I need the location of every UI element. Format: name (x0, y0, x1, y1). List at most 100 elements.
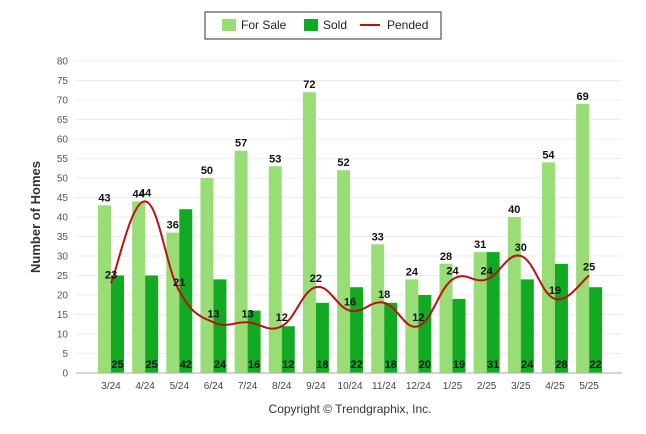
data-label-sold: 25 (111, 359, 123, 371)
bar-for-sale (234, 150, 248, 373)
bar-sold (111, 275, 124, 373)
copyright: Copyright © Trendgraphix, Inc. (269, 402, 432, 416)
data-label-pended: 30 (515, 242, 527, 254)
x-tick-label: 4/24 (135, 381, 155, 392)
data-label-pended: 24 (446, 265, 459, 277)
bar-sold (452, 298, 466, 373)
y-tick-label: 80 (57, 57, 69, 68)
data-label-sold: 31 (487, 359, 499, 371)
data-label-for-sale: 33 (372, 231, 384, 243)
data-label-sold: 22 (350, 359, 362, 371)
x-tick-label: 4/25 (545, 381, 565, 392)
bar-for-sale (302, 92, 316, 373)
y-axis-label: Number of Homes (28, 161, 43, 273)
data-label-pended: 12 (412, 312, 424, 324)
bar-sold (213, 279, 227, 373)
data-label-for-sale: 52 (337, 157, 349, 169)
data-label-sold: 24 (521, 359, 534, 371)
bar-sold (281, 326, 295, 373)
bar-sold (486, 252, 500, 373)
data-label-sold: 25 (146, 359, 158, 371)
data-label-for-sale: 44 (133, 188, 146, 200)
y-tick-label: 30 (57, 252, 69, 263)
data-label-pended: 18 (378, 289, 390, 301)
data-label-pended: 44 (139, 187, 152, 199)
bar-for-sale (132, 201, 146, 373)
bar-for-sale (541, 162, 555, 373)
data-label-sold: 28 (555, 359, 567, 371)
legend-label-pended: Pended (387, 18, 428, 32)
data-label-for-sale: 72 (303, 79, 315, 91)
data-label-pended: 13 (241, 308, 253, 320)
y-tick-label: 65 (57, 115, 69, 126)
x-tick-label: 8/24 (272, 381, 292, 392)
bar-sold (145, 275, 159, 373)
y-tick-label: 60 (57, 135, 69, 146)
data-label-sold: 22 (589, 359, 601, 371)
bars (98, 92, 603, 374)
data-label-for-sale: 43 (98, 192, 110, 204)
bar-for-sale (166, 232, 180, 373)
x-tick-label: 5/25 (579, 381, 599, 392)
bar-sold (315, 302, 329, 373)
y-tick-label: 45 (57, 193, 69, 204)
bar-for-sale (268, 166, 282, 373)
data-label-for-sale: 31 (474, 239, 486, 251)
x-tick-label: 3/25 (511, 381, 531, 392)
bar-sold (520, 279, 534, 373)
bar-for-sale (371, 244, 385, 373)
bar-for-sale (473, 252, 487, 373)
y-tick-label: 5 (62, 349, 68, 360)
data-label-sold: 42 (180, 359, 192, 371)
data-label-sold: 19 (453, 359, 465, 371)
y-tick-label: 70 (57, 96, 69, 107)
data-label-for-sale: 36 (167, 220, 179, 232)
bar-sold (247, 310, 261, 373)
data-label-pended: 24 (481, 265, 494, 277)
data-label-for-sale: 54 (542, 149, 555, 161)
data-label-sold: 16 (248, 359, 260, 371)
y-axis-ticks: 0 5 10 15 20 25 30 35 40 45 50 55 60 65 70 75 80 (57, 57, 69, 380)
data-label-sold: 12 (282, 359, 294, 371)
bar-for-sale (337, 170, 351, 373)
bar-sold (554, 263, 568, 373)
legend-swatch-sold (304, 19, 318, 31)
x-tick-label: 12/24 (406, 381, 431, 392)
bar-for-sale (507, 217, 521, 373)
x-tick-label: 3/24 (101, 381, 121, 392)
data-label-sold: 18 (316, 359, 328, 371)
y-tick-label: 20 (57, 291, 69, 302)
y-tick-label: 50 (57, 174, 69, 185)
data-label-sold: 18 (385, 359, 397, 371)
data-label-pended: 21 (173, 277, 185, 289)
data-labels: 43 25 44 25 36 42 50 24 57 16 53 12 72 18 52 22 33 18 24 20… (98, 79, 601, 371)
bar-sold (418, 295, 432, 373)
x-tick-label: 9/24 (306, 381, 326, 392)
bar-for-sale (200, 178, 214, 373)
data-label-for-sale: 40 (508, 204, 520, 216)
data-label-pended: 19 (549, 285, 561, 297)
bar-sold (179, 209, 193, 373)
data-label-for-sale: 69 (576, 91, 588, 103)
x-axis-ticks: 3/24 4/24 5/24 6/24 7/24 8/24 9/24 10/24 11/24 12… (101, 381, 599, 392)
data-label-for-sale: 24 (406, 266, 419, 278)
data-label-pended: 12 (276, 312, 288, 324)
y-tick-label: 25 (57, 271, 69, 282)
data-label-pended: 16 (344, 297, 356, 309)
legend-label-for-sale: For Sale (241, 18, 287, 32)
legend-label-sold: Sold (323, 18, 347, 32)
data-label-sold: 20 (419, 359, 431, 371)
data-label-pended: 23 (105, 269, 117, 281)
x-tick-label: 6/24 (204, 381, 224, 392)
data-label-sold: 24 (214, 359, 227, 371)
data-label-for-sale: 53 (269, 153, 281, 165)
bar-sold (589, 287, 603, 373)
bar-for-sale (576, 103, 590, 374)
data-label-pended: 25 (583, 262, 595, 274)
legend-swatch-for-sale (222, 19, 236, 31)
legend-box (204, 11, 442, 40)
bar-for-sale (98, 205, 111, 373)
y-tick-label: 75 (57, 76, 69, 87)
x-tick-label: 10/24 (338, 381, 363, 392)
